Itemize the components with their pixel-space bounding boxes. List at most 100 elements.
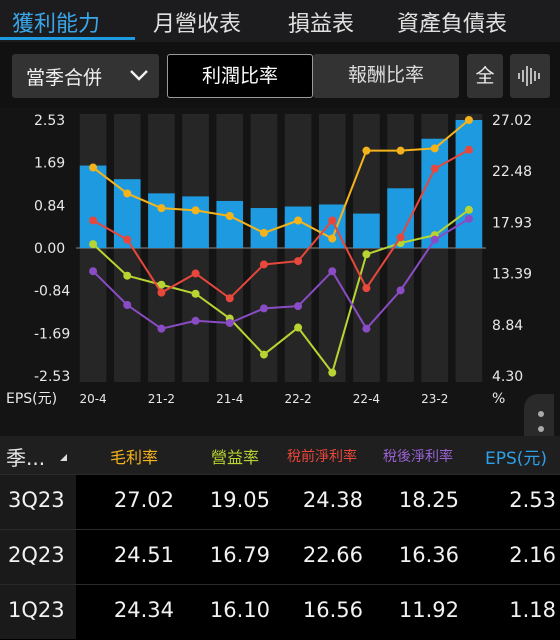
profit-chart-svg: 2.53 1.69 0.84 0.00 -0.84 -1.69 -2.53 27.02 22.4…: [6, 113, 532, 407]
x-axis-tick: 23-2: [421, 392, 448, 406]
series-point: [259, 304, 268, 313]
pretax-margin-cell: 16.56: [302, 598, 363, 622]
right-axis-tick: 27.02: [492, 113, 532, 129]
x-axis-tick: 22-4: [353, 392, 380, 406]
profit-ratio-button[interactable]: 利潤比率: [167, 54, 313, 98]
series-point: [123, 189, 132, 198]
series-point: [157, 288, 166, 297]
operating-margin-header[interactable]: 營益率: [211, 448, 260, 467]
series-point: [328, 216, 337, 225]
series-point: [157, 324, 166, 333]
net-margin-cell: 18.25: [398, 488, 459, 512]
right-axis-tick: 4.30: [492, 369, 523, 385]
sort-indicator-icon[interactable]: [60, 454, 67, 461]
table-header: 季... 毛利率 營益率 稅前淨利率 稅後淨利率 EPS(元): [0, 436, 560, 474]
x-axis-tick: 22-2: [284, 392, 311, 406]
series-point: [362, 284, 371, 293]
tab-monthly-revenue[interactable]: 月營收表: [153, 12, 242, 37]
handle-dot: [538, 411, 544, 417]
x-axis-tick: 21-2: [148, 392, 175, 406]
net-margin-header[interactable]: 稅後淨利率: [383, 449, 453, 465]
chevron-down-icon: [130, 70, 148, 81]
eps-cell: 1.18: [509, 598, 556, 622]
eps-header[interactable]: EPS(元): [485, 449, 548, 469]
series-point: [294, 216, 303, 225]
quarter-column-header[interactable]: 季...: [6, 446, 46, 470]
table-row[interactable]: 1Q23 24.34 16.10 16.56 11.92 1.18: [0, 584, 560, 639]
series-point: [191, 206, 200, 215]
left-axis-tick: 0.84: [34, 198, 65, 214]
series-point: [89, 163, 98, 172]
eps-bar: [182, 196, 209, 248]
controls-row: 當季合併 利潤比率 報酬比率 全: [0, 42, 560, 108]
eps-bar: [148, 193, 175, 248]
full-view-button[interactable]: 全: [467, 54, 503, 98]
series-point: [328, 234, 337, 243]
eps-bar: [455, 120, 483, 248]
net-margin-cell: 16.36: [398, 543, 459, 567]
series-point: [191, 316, 200, 325]
left-axis-tick: 1.69: [34, 156, 65, 172]
period-dropdown[interactable]: 當季合併: [12, 54, 159, 98]
series-point: [396, 286, 405, 295]
series-point: [362, 146, 371, 155]
right-axis-tick: 8.84: [492, 318, 523, 334]
eps-cell: 2.53: [509, 488, 556, 512]
right-axis-tick: 17.93: [492, 215, 532, 231]
active-tab-indicator: [0, 37, 135, 40]
series-line: [92, 148, 470, 300]
gross-margin-cell: 24.51: [113, 543, 174, 567]
left-axis-tick: 0.00: [34, 241, 65, 257]
series-point: [328, 267, 337, 276]
profit-table: 季... 毛利率 營益率 稅前淨利率 稅後淨利率 EPS(元) 3Q23 27.…: [0, 436, 560, 640]
tab-income-statement[interactable]: 損益表: [288, 12, 355, 37]
waveform-icon: [518, 66, 540, 86]
period-dropdown-value: 當季合併: [26, 67, 103, 89]
x-axis-tick: 20-4: [79, 392, 106, 406]
tab-profitability[interactable]: 獲利能力: [12, 12, 101, 37]
left-axis-tick: -1.69: [34, 326, 70, 342]
series-point: [89, 267, 98, 276]
series-point: [464, 116, 473, 124]
handle-dot: [538, 426, 544, 432]
eps-bar: [284, 206, 312, 248]
chart-style-button[interactable]: [510, 54, 550, 98]
eps-bar: [353, 213, 380, 248]
series-point: [362, 250, 371, 259]
left-axis-unit: EPS(元): [6, 391, 57, 407]
series-point: [362, 324, 371, 333]
eps-cell: 2.16: [509, 543, 556, 567]
series-point: [157, 280, 166, 289]
tab-balance-sheet[interactable]: 資產負債表: [397, 12, 508, 37]
left-axis-tick: -2.53: [34, 369, 70, 385]
table-row[interactable]: 3Q23 27.02 19.05 24.38 18.25 2.53: [0, 474, 560, 529]
series-line: [92, 217, 470, 331]
operating-margin-cell: 19.05: [209, 488, 270, 512]
operating-margin-cell: 16.10: [209, 598, 270, 622]
series-line: [92, 119, 470, 240]
profit-chart: 2.53 1.69 0.84 0.00 -0.84 -1.69 -2.53 27.02 22.4…: [0, 108, 560, 464]
table-row[interactable]: 2Q23 24.51 16.79 22.66 16.36 2.16: [0, 529, 560, 584]
top-tab-bar: 獲利能力 月營收表 損益表 資產負債表: [0, 0, 560, 42]
series-point: [225, 319, 234, 328]
series-point: [294, 257, 303, 266]
pretax-margin-header[interactable]: 稅前淨利率: [287, 449, 357, 465]
gross-margin-cell: 24.34: [113, 598, 174, 622]
series-point: [259, 260, 268, 269]
series-point: [396, 146, 405, 155]
series-point: [294, 302, 303, 311]
quarter-cell: 3Q23: [0, 475, 76, 529]
series-point: [430, 144, 439, 153]
series-point: [464, 145, 473, 154]
gross-margin-header[interactable]: 毛利率: [110, 448, 159, 467]
series-point: [123, 235, 132, 244]
series-point: [89, 240, 98, 249]
return-ratio-button[interactable]: 報酬比率: [313, 54, 459, 98]
eps-bar: [216, 200, 244, 248]
series-point: [294, 323, 303, 332]
series-point: [123, 271, 132, 280]
gross-margin-cell: 27.02: [113, 488, 174, 512]
left-axis-tick: -0.84: [34, 284, 70, 300]
series-point: [328, 368, 337, 377]
pretax-margin-cell: 22.66: [302, 543, 363, 567]
